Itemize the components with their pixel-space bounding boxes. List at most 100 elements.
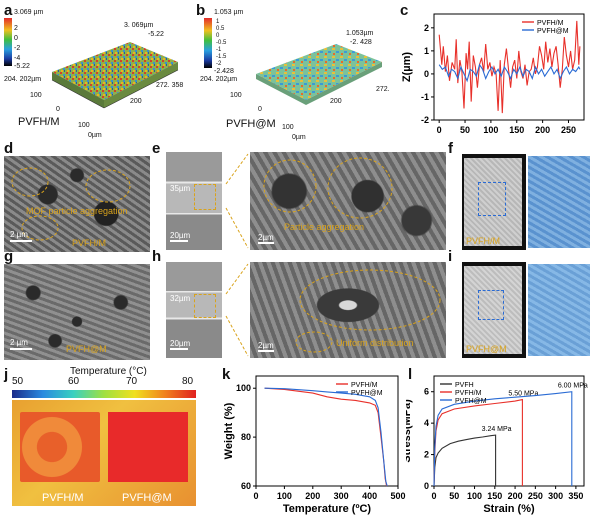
sem-cross-section-e: 35µm 20µm <box>166 152 222 250</box>
cb-tick-b-1: 0.5 <box>216 26 225 32</box>
c-xtick-label: 0 <box>437 125 442 135</box>
c-series-0 <box>438 20 581 114</box>
c-xtick-label: 200 <box>535 125 550 135</box>
peak-a: 3. 069µm <box>124 22 154 29</box>
l-legend-label-2: PVFH@M <box>455 398 487 405</box>
y-extent-a: 204. 202µm <box>4 76 42 83</box>
l-ytick-label: 4 <box>424 418 429 428</box>
cb-tick-a-0: 2 <box>14 25 18 32</box>
c-xtick-label: 150 <box>509 125 524 135</box>
tick200-b: 200 <box>330 98 342 105</box>
c-ylabel: Z(µm) <box>401 52 413 83</box>
k-xtick-label: 200 <box>305 491 320 501</box>
c-xtick-label: 50 <box>460 125 470 135</box>
panel-letter-g: g <box>4 248 14 265</box>
scale-right-e: 2µm <box>258 233 274 242</box>
cb-tick-b-4: -1 <box>216 47 222 53</box>
thermal-bar-title: Temperature (°C) <box>70 366 147 377</box>
c-ytick-label: 2 <box>424 23 429 33</box>
l-series-1 <box>433 398 523 487</box>
thermal-colorbar <box>12 390 196 398</box>
cb-tick-b-6: -2 <box>216 61 222 67</box>
scale-d: 2 µm <box>10 230 28 239</box>
l-xtick-label: 350 <box>568 491 583 501</box>
surface-b <box>256 44 382 100</box>
sem-cross-section-h: 32µm 20µm <box>166 262 222 358</box>
l-xtick-label: 200 <box>508 491 523 501</box>
l-xtick-label: 50 <box>449 491 459 501</box>
annot-d: MOF particle aggregation <box>26 206 128 216</box>
cb-min-a: -5.22 <box>14 63 30 70</box>
l-legend-label-0: PVFH <box>455 382 474 389</box>
tick100b-a: 100 <box>78 122 90 129</box>
k-xlabel: Temperature (ºC) <box>283 503 371 515</box>
k-series-1 <box>264 387 388 487</box>
cb-max-b: 1.053 µm <box>214 9 244 16</box>
thermal-tick-2: 70 <box>126 376 138 387</box>
x-extent-a: 272. 358 <box>156 82 184 89</box>
sample-label-b: PVFH@M <box>226 118 276 130</box>
panel-letter-b: b <box>196 2 206 19</box>
chart-k: 0 100 200 300 400 500 60 80 100 Temperature (ºC) W… <box>223 375 406 515</box>
annot-e: Particle aggregation <box>284 222 365 232</box>
k-xtick-label: 100 <box>277 491 292 501</box>
l-legend-label-1: PVFH/M <box>455 390 482 397</box>
tick100-b: 100 <box>230 92 242 99</box>
l-end-label-2: 6.00 MPa <box>558 383 588 390</box>
thickness-h: 32µm <box>170 294 191 303</box>
sample-f: PVFH/M <box>466 236 501 246</box>
thermal-tick-1: 60 <box>68 376 80 387</box>
l-ytick-label: 0 <box>424 481 429 491</box>
tick100b-b: 100 <box>282 124 294 131</box>
sample-g: PVFH@M <box>66 344 107 354</box>
k-xtick-label: 500 <box>390 491 405 501</box>
l-ylabel: Stress(MPa) <box>406 399 413 463</box>
cb-tick-b-3: -0.5 <box>216 40 227 46</box>
c-legend-label-0: PVFH/M <box>537 20 564 27</box>
c-ytick-label: -1 <box>421 92 429 102</box>
sem-image-h: Uniform distribution 2µm <box>250 262 446 358</box>
sample-i: PVFH@M <box>466 344 507 354</box>
y-extent-b: 204. 202µm <box>200 76 238 83</box>
k-xtick-label: 300 <box>334 491 349 501</box>
c-xtick-label: 250 <box>561 125 576 135</box>
c-ytick-label: 0 <box>424 69 429 79</box>
c-xtick-label: 100 <box>483 125 498 135</box>
panel-letter-i: i <box>448 248 453 265</box>
surface-3d-pvfh-m <box>4 18 179 109</box>
k-ylabel: Weight (%) <box>223 402 235 459</box>
peak-b: 1.053µm <box>346 30 374 37</box>
panel-letter-e: e <box>152 140 161 157</box>
panel-letter-d: d <box>4 140 14 157</box>
l-xtick-label: 0 <box>431 491 436 501</box>
k-legend-label-0: PVFH/M <box>351 382 378 389</box>
thermal-left-label: PVFH/M <box>42 492 84 504</box>
unit0-a: 0µm <box>88 132 102 139</box>
l-xlabel: Strain (%) <box>483 503 535 515</box>
l-ytick-label: 2 <box>424 450 429 460</box>
cb-tick-b-2: 0 <box>216 33 220 39</box>
scale-g: 2 µm <box>10 338 28 347</box>
sem-image-g: 2 µm PVFH@M <box>4 264 150 360</box>
k-series-0 <box>264 387 388 487</box>
panel-letter-l: l <box>408 366 413 383</box>
sample-d: PVFH/M <box>72 238 107 248</box>
tick200-a: 200 <box>130 98 142 105</box>
tick100-a: 100 <box>30 92 42 99</box>
colorbar-a <box>4 18 12 66</box>
panel-letter-h: h <box>152 248 162 265</box>
scale-left-h: 20µm <box>170 339 191 348</box>
k-xtick-label: 400 <box>362 491 377 501</box>
thickness-e: 35µm <box>170 184 191 193</box>
sem-image-d: MOF particle aggregation 2 µm PVFH/M <box>4 156 150 252</box>
thermal-image <box>12 400 196 506</box>
panel-letter-c: c <box>400 2 409 19</box>
l-ytick-label: 6 <box>424 387 429 397</box>
cb-tick-a-1: 0 <box>14 35 18 42</box>
k-ytick-label: 60 <box>241 481 251 491</box>
c-series-1 <box>438 63 581 83</box>
thermal-tick-3: 80 <box>182 376 194 387</box>
panel-letter-f: f <box>448 140 453 157</box>
l-xtick-label: 300 <box>548 491 563 501</box>
